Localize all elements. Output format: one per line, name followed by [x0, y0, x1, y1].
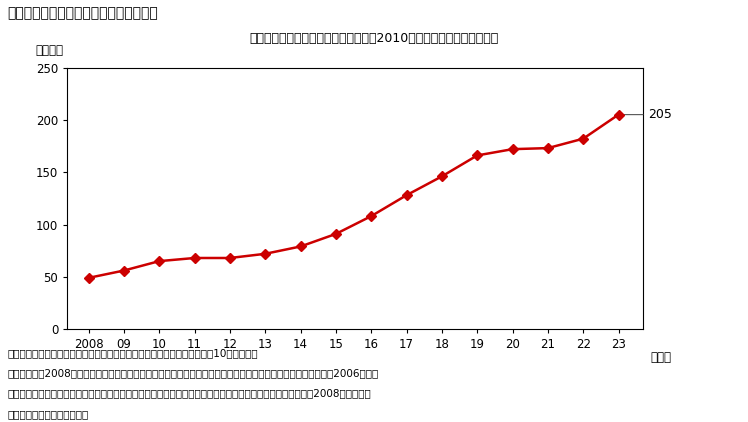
Text: （万人）: （万人） [36, 44, 64, 57]
Text: 第２－３－１図　外国人労働者数の推移: 第２－３－１図 外国人労働者数の推移 [7, 6, 159, 20]
Text: 外国人労働者数は増加傾向で推移し、2010年代半ば以降の伸びが顕著: 外国人労働者数は増加傾向で推移し、2010年代半ば以降の伸びが顕著 [249, 32, 499, 45]
Text: 「外国人雇用状況報告」が実施されていたが、一部の事業所を対象とした任意調査であるため、2008年以降とは: 「外国人雇用状況報告」が実施されていたが、一部の事業所を対象とした任意調査である… [7, 389, 371, 399]
Text: 比較できない。: 比較できない。 [7, 409, 89, 419]
Text: （備考）１．厚生労働省「外国人雇用状況の届出状況」により作成。各年10月末時点。: （備考）１．厚生労働省「外国人雇用状況の届出状況」により作成。各年10月末時点。 [7, 348, 258, 358]
Text: 205: 205 [622, 108, 672, 121]
Text: ２．2008年以降、全ての事業者に外国人労働者の雇入れ又は離職の際の届出を義務付けている。なお、2006年まで: ２．2008年以降、全ての事業者に外国人労働者の雇入れ又は離職の際の届出を義務付… [7, 368, 378, 379]
Text: （年）: （年） [650, 351, 671, 364]
